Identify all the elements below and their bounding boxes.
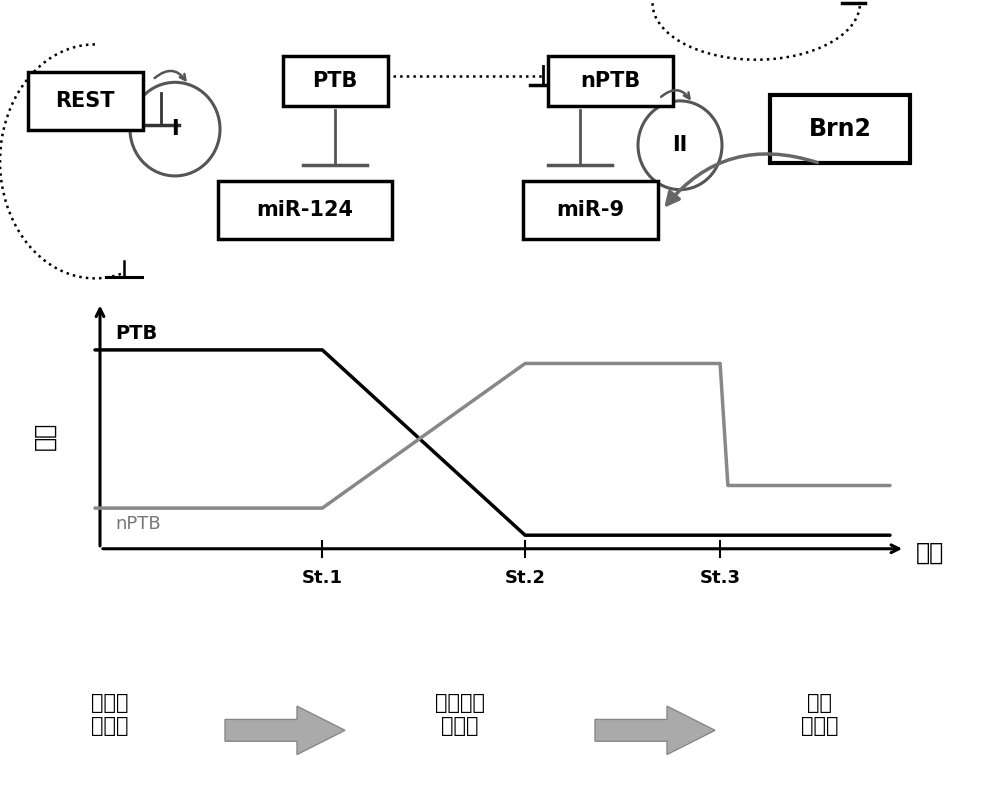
Text: 不成熟的
神经元: 不成熟的 神经元: [435, 692, 485, 736]
FancyBboxPatch shape: [548, 56, 672, 106]
Text: St.3: St.3: [700, 569, 741, 587]
Text: REST: REST: [55, 91, 115, 111]
Polygon shape: [595, 706, 715, 755]
FancyBboxPatch shape: [770, 94, 910, 163]
Text: 浓度: 浓度: [33, 421, 57, 450]
Text: 神经元
祖细胞: 神经元 祖细胞: [91, 692, 129, 736]
Text: nPTB: nPTB: [580, 71, 640, 90]
Text: 成熟
神经元: 成熟 神经元: [801, 692, 839, 736]
Text: Brn2: Brn2: [809, 117, 871, 141]
FancyBboxPatch shape: [522, 181, 658, 239]
FancyBboxPatch shape: [28, 72, 143, 130]
Text: 时间: 时间: [916, 541, 944, 565]
Text: II: II: [672, 136, 688, 155]
Text: miR-9: miR-9: [556, 200, 624, 220]
FancyBboxPatch shape: [218, 181, 392, 239]
Text: nPTB: nPTB: [115, 515, 161, 533]
Polygon shape: [225, 706, 345, 755]
Text: miR-124: miR-124: [256, 200, 354, 220]
Text: St.2: St.2: [505, 569, 546, 587]
Text: PTB: PTB: [312, 71, 358, 90]
Text: PTB: PTB: [115, 324, 157, 344]
FancyBboxPatch shape: [283, 56, 388, 106]
Text: I: I: [171, 119, 179, 139]
Text: St.1: St.1: [302, 569, 343, 587]
